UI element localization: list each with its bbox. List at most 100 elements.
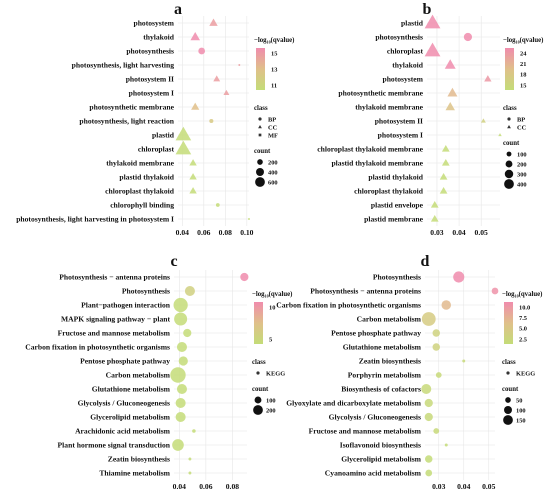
data-point [444, 59, 456, 69]
data-point [421, 383, 432, 395]
colorbar-tick-label: 18 [520, 72, 526, 79]
data-point [189, 159, 197, 166]
data-point [441, 158, 450, 166]
data-point [462, 359, 466, 363]
data-point [209, 18, 218, 26]
y-tick-label: plastid [401, 19, 424, 28]
data-point [215, 203, 220, 207]
y-tick-label: photosynthesis, light harvesting in phot… [16, 215, 174, 224]
y-tick-label: plastid envelope [371, 201, 424, 210]
class-legend-title: class [252, 359, 266, 366]
data-point [172, 439, 184, 451]
data-point [188, 457, 192, 461]
size-legend-marker [503, 415, 513, 425]
y-tick-label: chloroplast thylakoid [105, 187, 175, 196]
data-point [248, 218, 250, 220]
data-point [175, 411, 186, 423]
data-point [435, 372, 442, 378]
data-point [174, 312, 188, 326]
size-legend-title: count [252, 386, 269, 393]
class-legend-label: KEGG [266, 370, 285, 377]
y-tick-label: Biosynthesis of cofactors [341, 385, 421, 394]
y-tick-label: Cyanoamino acid metabolism [325, 469, 422, 478]
y-tick-label: Glyoxylate and dicarboxylate metabolism [286, 399, 421, 408]
x-tick-label: 0.04 [176, 228, 189, 237]
y-tick-label: Photosynthesis − antenna proteins [310, 287, 421, 296]
colorbar-tick-label: 13 [271, 66, 277, 73]
size-legend-title: count [254, 148, 271, 155]
size-legend-title: count [503, 140, 520, 147]
colorbar-title: −log₁₀(qvalue) [254, 37, 294, 44]
size-legend-marker [255, 177, 265, 187]
y-tick-label: Carbon fixation in photosynthetic organi… [25, 343, 170, 352]
class-legend-marker [258, 133, 262, 137]
y-tick-label: photosynthetic membrane [338, 89, 423, 98]
data-point [432, 329, 441, 337]
data-point [421, 312, 436, 326]
class-legend-marker [506, 371, 510, 375]
class-legend-title: class [502, 359, 516, 366]
data-point [424, 42, 441, 57]
data-point [183, 328, 192, 338]
data-point [424, 455, 433, 463]
x-tick-label: 0.08 [226, 482, 239, 491]
y-tick-label: photosystem [382, 75, 423, 84]
y-tick-label: plastid membrane [364, 215, 423, 224]
data-point [184, 285, 195, 297]
panel-label: a [174, 1, 182, 18]
class-legend-label: CC [268, 124, 278, 131]
size-legend-label: 400 [268, 169, 278, 176]
x-tick-label: 0.03 [432, 482, 445, 491]
y-tick-label: Pentose phosphate pathway [331, 329, 421, 338]
colorbar-tick-label: 5.0 [519, 326, 527, 333]
y-tick-label: Thiamine metabolism [99, 469, 170, 478]
data-point [425, 469, 433, 477]
x-tick-label: 0.08 [219, 228, 232, 237]
class-legend-label: CC [517, 124, 527, 131]
class-legend-title: class [503, 105, 517, 112]
data-point [453, 271, 465, 283]
data-point [170, 367, 186, 383]
colorbar [254, 302, 263, 344]
y-tick-label: plastid thylakoid membrane [331, 159, 423, 168]
x-tick-label: 0.03 [430, 228, 443, 237]
y-tick-label: Photosynthesis [373, 273, 421, 282]
data-point [189, 173, 197, 180]
y-tick-label: Pentose phosphate pathway [80, 357, 170, 366]
colorbar-title: −log₁₀(qvalue) [502, 291, 542, 298]
size-legend-label: 300 [517, 171, 527, 178]
class-legend-marker [258, 125, 262, 129]
size-legend-marker [506, 151, 512, 157]
data-point [173, 297, 188, 313]
size-legend-label: 150 [516, 417, 526, 424]
y-tick-label: photosystem II [126, 75, 174, 84]
data-point [213, 75, 221, 82]
y-tick-label: Glycolysis / Gluconeogenesis [329, 413, 421, 422]
class-legend-label: KEGG [516, 370, 535, 377]
x-tick-label: 0.05 [482, 482, 495, 491]
data-point [198, 47, 206, 55]
data-point [176, 383, 187, 395]
y-tick-label: Glutathione metabolism [343, 343, 422, 352]
data-point [491, 287, 499, 295]
x-tick-label: 0.10 [240, 228, 253, 237]
class-legend-marker [256, 371, 260, 375]
size-legend-title: count [502, 386, 519, 393]
data-point [238, 64, 241, 66]
data-point [191, 102, 200, 110]
x-tick-label: 0.04 [173, 482, 186, 491]
data-point [175, 140, 192, 155]
colorbar [256, 48, 265, 90]
data-point [463, 32, 473, 42]
size-legend-marker [253, 405, 263, 415]
y-tick-label: plastid thylakoid [119, 173, 174, 182]
y-tick-label: photosystem [133, 19, 174, 28]
colorbar [504, 302, 513, 344]
data-point [433, 428, 440, 434]
